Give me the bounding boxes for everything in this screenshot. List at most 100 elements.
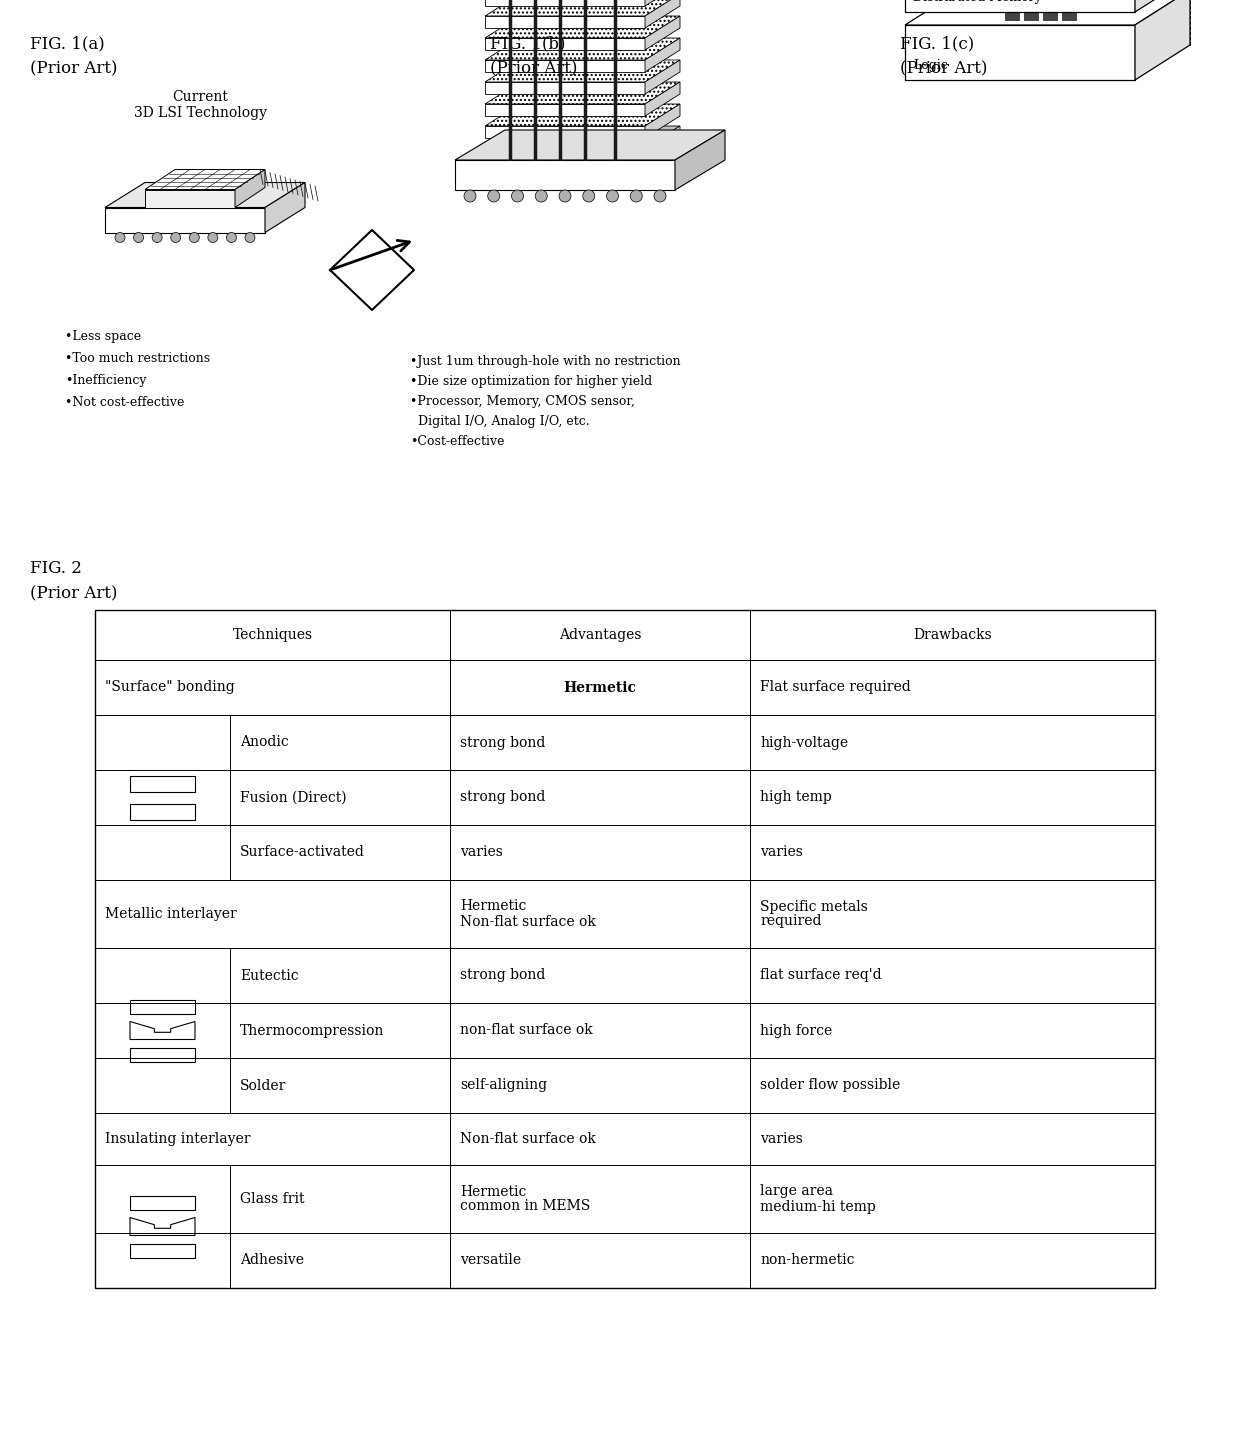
- Polygon shape: [1135, 0, 1190, 80]
- Text: Logic: Logic: [913, 59, 947, 72]
- Text: varies: varies: [760, 846, 802, 860]
- Text: Thermocompression: Thermocompression: [241, 1024, 384, 1037]
- Text: strong bond: strong bond: [460, 790, 546, 804]
- Polygon shape: [485, 103, 680, 126]
- Circle shape: [208, 233, 218, 243]
- Text: varies: varies: [760, 1132, 802, 1146]
- Polygon shape: [105, 207, 265, 233]
- Circle shape: [464, 190, 476, 202]
- Text: Non-flat surface ok: Non-flat surface ok: [460, 915, 596, 929]
- Text: Solder: Solder: [241, 1078, 286, 1093]
- Text: Glass frit: Glass frit: [241, 1192, 305, 1206]
- Text: Specific metals: Specific metals: [760, 899, 868, 913]
- Text: large area: large area: [760, 1185, 833, 1199]
- Polygon shape: [645, 82, 680, 116]
- Polygon shape: [675, 131, 725, 190]
- Polygon shape: [1043, 0, 1056, 7]
- Text: varies: varies: [460, 846, 503, 860]
- Text: non-hermetic: non-hermetic: [760, 1254, 854, 1268]
- Polygon shape: [265, 182, 305, 233]
- Text: (Prior Art): (Prior Art): [490, 60, 578, 78]
- Circle shape: [606, 190, 619, 202]
- Polygon shape: [645, 103, 680, 138]
- Bar: [130, 999, 195, 1014]
- Polygon shape: [645, 0, 680, 27]
- Text: •Processor, Memory, CMOS sensor,: •Processor, Memory, CMOS sensor,: [410, 395, 635, 408]
- Text: Techniques: Techniques: [232, 628, 312, 642]
- Text: non-flat surface ok: non-flat surface ok: [460, 1024, 593, 1037]
- Bar: [130, 1047, 195, 1061]
- Text: (Prior Art): (Prior Art): [30, 584, 118, 602]
- Circle shape: [246, 233, 255, 243]
- Polygon shape: [645, 0, 680, 6]
- Polygon shape: [485, 60, 645, 72]
- Polygon shape: [1043, 10, 1056, 20]
- Polygon shape: [485, 60, 680, 82]
- Polygon shape: [485, 82, 680, 103]
- Text: Adhesive: Adhesive: [241, 1254, 304, 1268]
- Text: Drawbacks: Drawbacks: [913, 628, 992, 642]
- Text: Flat surface required: Flat surface required: [760, 681, 910, 695]
- Polygon shape: [1004, 10, 1018, 20]
- Circle shape: [511, 190, 523, 202]
- Text: required: required: [760, 915, 821, 929]
- Text: solder flow possible: solder flow possible: [760, 1078, 900, 1093]
- Text: Digital I/O, Analog I/O, etc.: Digital I/O, Analog I/O, etc.: [410, 415, 590, 428]
- Text: Anodic: Anodic: [241, 735, 289, 750]
- Polygon shape: [105, 182, 305, 207]
- Polygon shape: [485, 126, 680, 148]
- Circle shape: [653, 190, 666, 202]
- Text: Metallic interlayer: Metallic interlayer: [105, 908, 237, 920]
- Text: •Just 1um through-hole with no restriction: •Just 1um through-hole with no restricti…: [410, 355, 681, 368]
- Text: high force: high force: [760, 1024, 832, 1037]
- Text: high temp: high temp: [760, 790, 832, 804]
- Polygon shape: [485, 103, 645, 116]
- Circle shape: [134, 233, 144, 243]
- Text: Non-flat surface ok: Non-flat surface ok: [460, 1132, 596, 1146]
- Text: Current
3D LSI Technology: Current 3D LSI Technology: [134, 90, 267, 121]
- Text: Advantages: Advantages: [559, 628, 641, 642]
- Text: strong bond: strong bond: [460, 735, 546, 750]
- Polygon shape: [1004, 0, 1018, 7]
- Polygon shape: [485, 16, 680, 37]
- Polygon shape: [455, 159, 675, 190]
- Polygon shape: [145, 169, 265, 190]
- Circle shape: [190, 233, 200, 243]
- Polygon shape: [645, 60, 680, 93]
- Polygon shape: [485, 0, 680, 16]
- Polygon shape: [485, 37, 645, 50]
- Text: FIG. 1(b): FIG. 1(b): [490, 34, 565, 52]
- Text: •Too much restrictions: •Too much restrictions: [64, 352, 210, 365]
- Text: •Cost-effective: •Cost-effective: [410, 435, 505, 448]
- Text: Surface-activated: Surface-activated: [241, 846, 365, 860]
- Polygon shape: [905, 0, 1190, 24]
- Text: FIG. 2: FIG. 2: [30, 560, 82, 577]
- Polygon shape: [1023, 0, 1038, 7]
- Text: strong bond: strong bond: [460, 968, 546, 982]
- Circle shape: [115, 233, 125, 243]
- Polygon shape: [905, 0, 1135, 11]
- Bar: [130, 804, 195, 820]
- Bar: [130, 775, 195, 791]
- Circle shape: [559, 190, 570, 202]
- Text: medium-hi temp: medium-hi temp: [760, 1199, 875, 1213]
- Text: flat surface req'd: flat surface req'd: [760, 968, 882, 982]
- Polygon shape: [645, 126, 680, 159]
- Circle shape: [153, 233, 162, 243]
- Circle shape: [536, 190, 547, 202]
- Polygon shape: [645, 16, 680, 50]
- Text: Eutectic: Eutectic: [241, 968, 299, 982]
- Polygon shape: [485, 82, 645, 93]
- Text: high-voltage: high-voltage: [760, 735, 848, 750]
- Polygon shape: [485, 148, 645, 159]
- Polygon shape: [485, 126, 645, 138]
- Polygon shape: [485, 37, 680, 60]
- Text: •Not cost-effective: •Not cost-effective: [64, 396, 185, 409]
- Text: self-aligning: self-aligning: [460, 1078, 547, 1093]
- Bar: [130, 1196, 195, 1209]
- Circle shape: [487, 190, 500, 202]
- Text: (Prior Art): (Prior Art): [900, 60, 987, 78]
- Text: (Prior Art): (Prior Art): [30, 60, 118, 78]
- Text: Distributed Memory: Distributed Memory: [913, 0, 1042, 4]
- Bar: [95, 610, 1154, 1288]
